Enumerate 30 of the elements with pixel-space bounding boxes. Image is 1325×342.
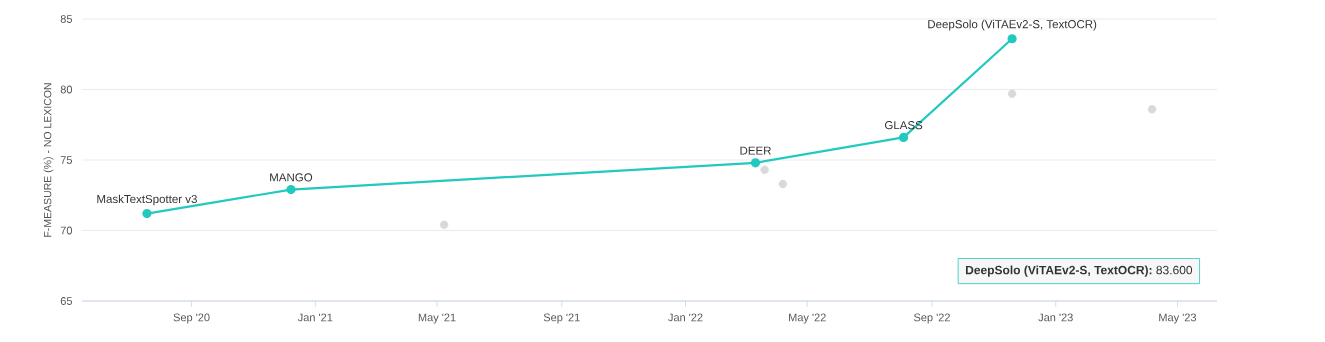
point [898,132,909,143]
x-tick-label: May '21 [418,313,456,324]
annotation: DEER [740,146,771,155]
point [778,179,788,189]
y-tick-label: 75 [60,156,73,164]
x-tick-label: Jan '23 [1038,313,1073,322]
annotation: DeepSolo (ViTAEv2-S, TextOCR) [928,19,1097,31]
point [1007,34,1017,44]
x-tick-label: Jan '21 [297,313,333,322]
point [1147,105,1157,114]
y-tick-label: 85 [60,15,73,23]
x-tick-label: Sep '20 [173,313,210,324]
point [142,208,152,219]
x-tick-label: Sep '22 [914,313,950,324]
annotation: MaskTextSpotter v3 [97,194,197,206]
point [1007,89,1017,98]
x-tick-label: Jan '22 [668,313,703,322]
annotation: MANGO [270,173,313,182]
point [439,220,449,230]
y-axis-title: F-MEASURE (%) - NO LEXICON [43,83,54,237]
x-tick-label: May '23 [1159,313,1197,324]
point [750,158,761,168]
x-tick-label: Sep '21 [543,313,580,324]
point [286,185,296,195]
x-tick-label: May '22 [789,313,826,324]
y-tick-label: 70 [60,226,73,235]
annotation: DeepSolo (ViTAEv2-S, TextOCR): 83.600 [965,265,1193,277]
y-tick-label: 65 [60,297,73,305]
y-tick-label: 80 [60,85,73,94]
point [760,165,769,175]
